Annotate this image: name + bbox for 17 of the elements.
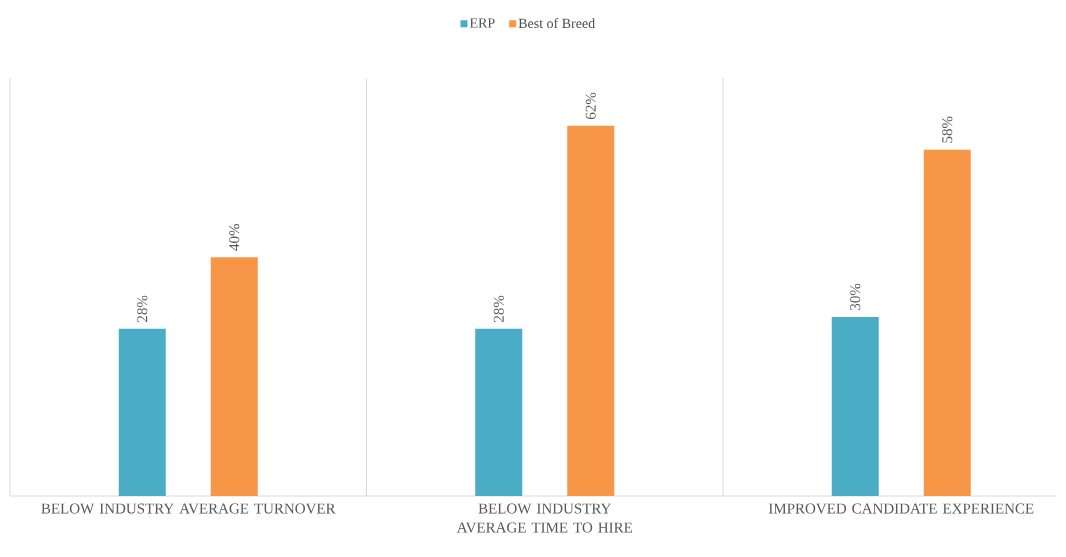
bar: [475, 328, 523, 496]
data-label: 58%: [942, 116, 953, 143]
data-label: 28%: [137, 295, 148, 322]
data-label: 40%: [229, 224, 240, 251]
x-tick-label: BELOW INDUSTRY AVERAGE TIME TO HIRE: [456, 503, 633, 533]
bar: [831, 316, 879, 496]
bar: [118, 328, 166, 496]
data-label: 30%: [850, 283, 861, 310]
x-tick-label: IMPROVED CANDIDATE EXPERIENCE: [768, 503, 1034, 514]
x-tick-label: BELOW INDUSTRY AVERAGE TURNOVER: [41, 503, 336, 514]
legend-label: ERP: [469, 18, 495, 28]
bar: [923, 149, 971, 496]
bar: [567, 125, 615, 496]
data-label: 62%: [585, 92, 596, 120]
data-label: 28%: [493, 295, 504, 322]
legend-label: Best of Breed: [518, 18, 595, 29]
bar: [210, 257, 258, 496]
